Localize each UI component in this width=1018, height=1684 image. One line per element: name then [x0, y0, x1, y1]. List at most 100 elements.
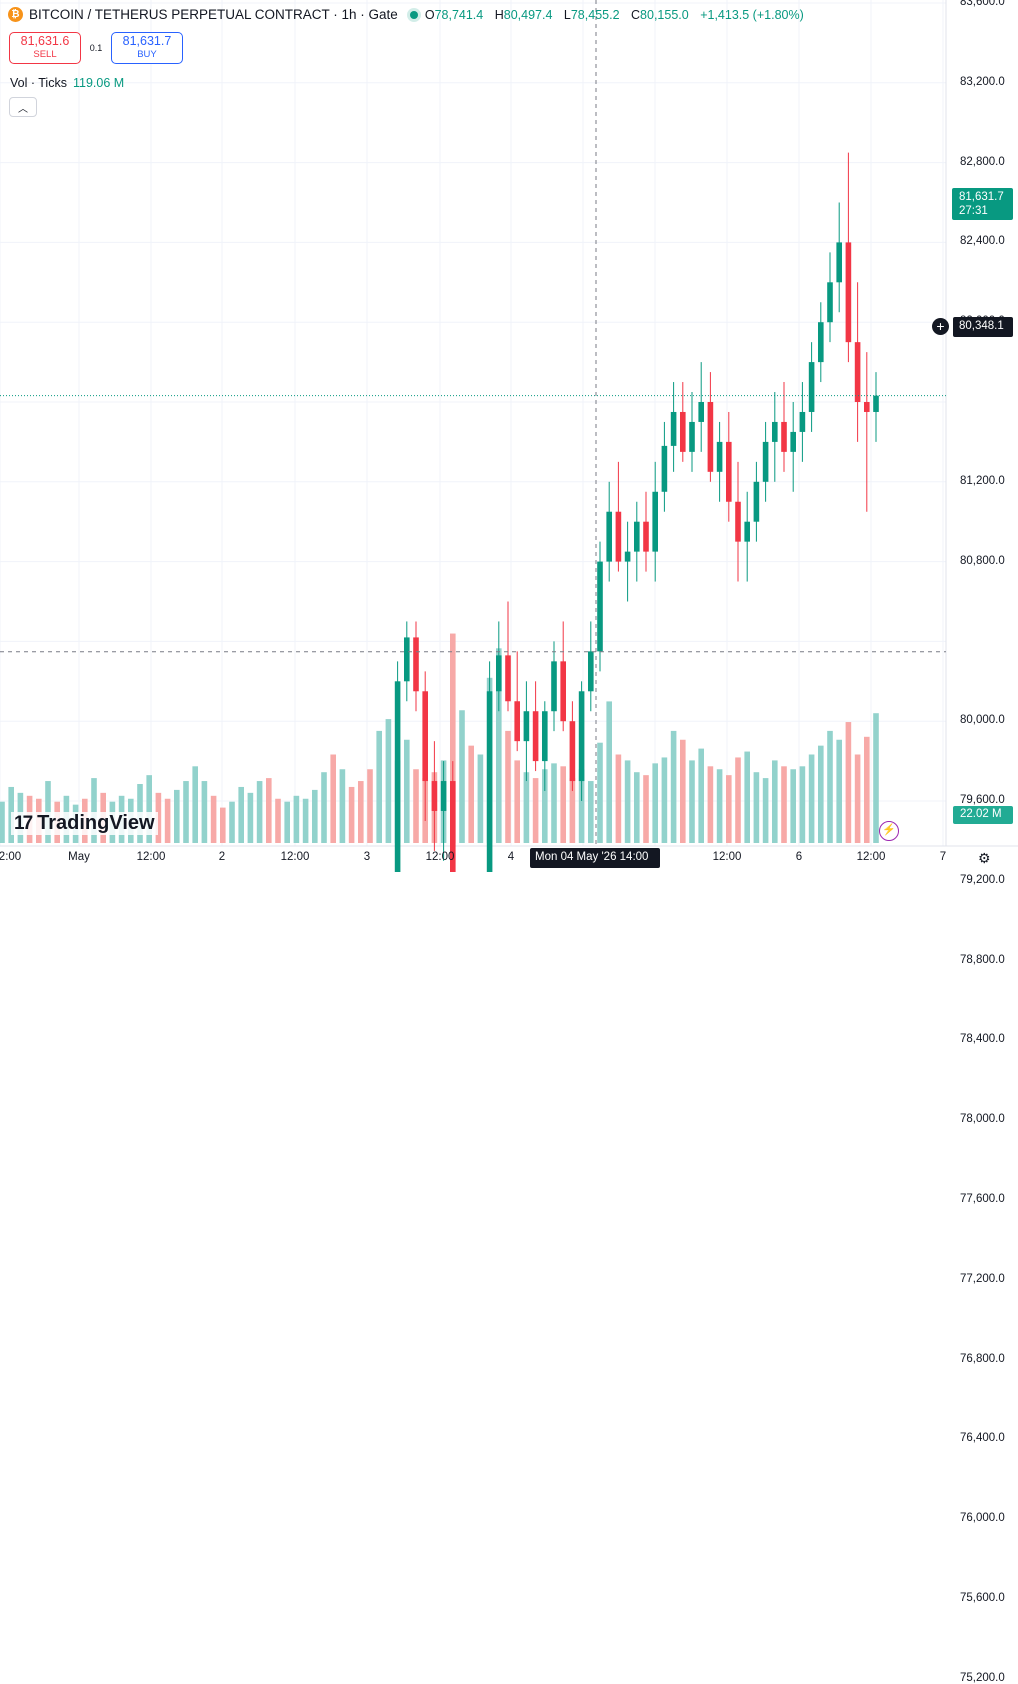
price-label: 81,200.0	[960, 474, 1005, 487]
volume-bar	[551, 763, 557, 843]
lightning-icon[interactable]: ⚡	[879, 821, 899, 841]
volume-bar	[523, 772, 530, 843]
candle-body	[532, 711, 539, 762]
volume-bar	[606, 701, 612, 843]
chevron-up-icon: ︿	[18, 103, 28, 115]
sell-price: 81,631.6	[20, 34, 70, 48]
ohlc-close: 80,155.0	[640, 7, 689, 22]
ohlc-high-label: H	[494, 7, 504, 22]
candle-body	[523, 711, 530, 742]
volume-legend[interactable]: Vol · Ticks 119.06 M	[10, 76, 124, 90]
price-label: 78,400.0	[960, 1033, 1005, 1046]
candle-body	[716, 441, 723, 472]
volume-bar	[312, 789, 318, 843]
ohlc-high: 80,497.4	[503, 7, 553, 22]
volume-bar	[818, 745, 824, 843]
volume-bar	[220, 807, 226, 843]
candle-body	[624, 551, 631, 562]
price-scale[interactable]: 83,600.083,200.082,800.082,400.082,000.0…	[946, 0, 1018, 1684]
price-label: 75,600.0	[960, 1592, 1005, 1604]
ohlc-close-label: C	[631, 7, 641, 22]
price-label: 80,000.0	[960, 714, 1005, 727]
candle-body	[753, 481, 760, 522]
add-alert-icon[interactable]: +	[932, 318, 949, 335]
volume-bar	[201, 781, 208, 843]
volume-bar	[293, 795, 300, 843]
candle-body	[440, 781, 447, 811]
tradingview-logo[interactable]: 17 TradingView	[11, 812, 158, 835]
volume-bar	[358, 781, 364, 843]
volume-bar	[652, 763, 658, 843]
candle-body	[542, 711, 548, 762]
candle-body	[744, 521, 750, 542]
candle-body	[790, 431, 796, 452]
volume-bar	[772, 760, 778, 843]
volume-bar	[164, 798, 171, 843]
time-label: 2:00	[0, 851, 22, 863]
sell-label: SELL	[33, 49, 57, 60]
volume-bar	[624, 760, 631, 843]
volume-bar	[689, 760, 695, 843]
volume-bar	[542, 769, 548, 843]
ohlc-open: 78,741.4	[434, 7, 484, 22]
price-label: 75,200.0	[960, 1671, 1005, 1684]
buy-button[interactable]: 81,631.7 BUY	[111, 32, 183, 64]
volume-bar	[845, 722, 852, 843]
volume-bar	[413, 769, 419, 843]
candle-body	[394, 681, 401, 872]
price-chart[interactable]	[0, 0, 1018, 872]
candle-body	[808, 362, 815, 412]
price-label: 82,400.0	[960, 235, 1005, 248]
time-label: May	[68, 851, 90, 863]
time-label: 12:00	[856, 851, 886, 863]
volume-bar	[192, 766, 198, 843]
candle-body	[413, 637, 419, 692]
volume-bar	[404, 739, 410, 843]
sell-button[interactable]: 81,631.6 SELL	[9, 32, 81, 64]
volume-bar	[532, 778, 539, 843]
candle-body	[431, 781, 438, 811]
time-scale[interactable]: 2:00 May 12:00 2 12:00 3 12:00 4 12:00 6 12:00 7	[0, 846, 1018, 872]
candle-body	[643, 521, 649, 552]
volume-bar	[284, 801, 290, 843]
price-label: 80,800.0	[960, 554, 1005, 567]
price-label: 77,200.0	[960, 1272, 1005, 1285]
volume-bar	[854, 754, 861, 843]
chart-header: ₿ BITCOIN / TETHERUS PERPETUAL CONTRACT …	[8, 7, 808, 22]
volume-bar	[873, 713, 879, 843]
time-label: 4	[507, 851, 515, 863]
price-label: 79,600.0	[960, 794, 1005, 806]
candle-body	[762, 441, 769, 482]
candle-body	[569, 721, 576, 782]
tradingview-mark-icon: 17	[14, 812, 33, 834]
candle-body	[827, 282, 833, 323]
volume-bar	[321, 772, 327, 843]
settings-gear-icon[interactable]: ⚙	[978, 850, 991, 866]
price-label: 83,600.0	[960, 0, 1005, 8]
volume-bar	[367, 769, 373, 843]
ohlc-open-label: O	[424, 7, 435, 22]
candle-body	[845, 242, 852, 343]
volume-bar	[339, 769, 346, 843]
volume-bar	[468, 745, 474, 843]
time-label: 12:00	[712, 851, 742, 863]
candle-body	[726, 441, 732, 502]
volume-bar	[514, 760, 520, 843]
collapse-legend-button[interactable]: ︿	[9, 97, 37, 117]
volume-bar	[275, 798, 281, 843]
symbol-title[interactable]: BITCOIN / TETHERUS PERPETUAL CONTRACT · …	[29, 7, 398, 22]
volume-bar	[560, 766, 566, 843]
volume-bar	[183, 781, 189, 843]
price-label: 79,200.0	[960, 873, 1005, 886]
volume-bar	[238, 786, 244, 843]
bitcoin-icon: ₿	[8, 7, 23, 22]
candle-body	[799, 411, 806, 432]
volume-bar	[762, 778, 769, 843]
candle-body	[615, 511, 622, 562]
candle-body	[781, 421, 787, 452]
candle-body	[606, 511, 612, 562]
volume-bar	[790, 769, 796, 843]
volume-bar	[0, 801, 5, 843]
time-label: 7	[939, 851, 947, 863]
price-label: 76,800.0	[960, 1352, 1005, 1365]
